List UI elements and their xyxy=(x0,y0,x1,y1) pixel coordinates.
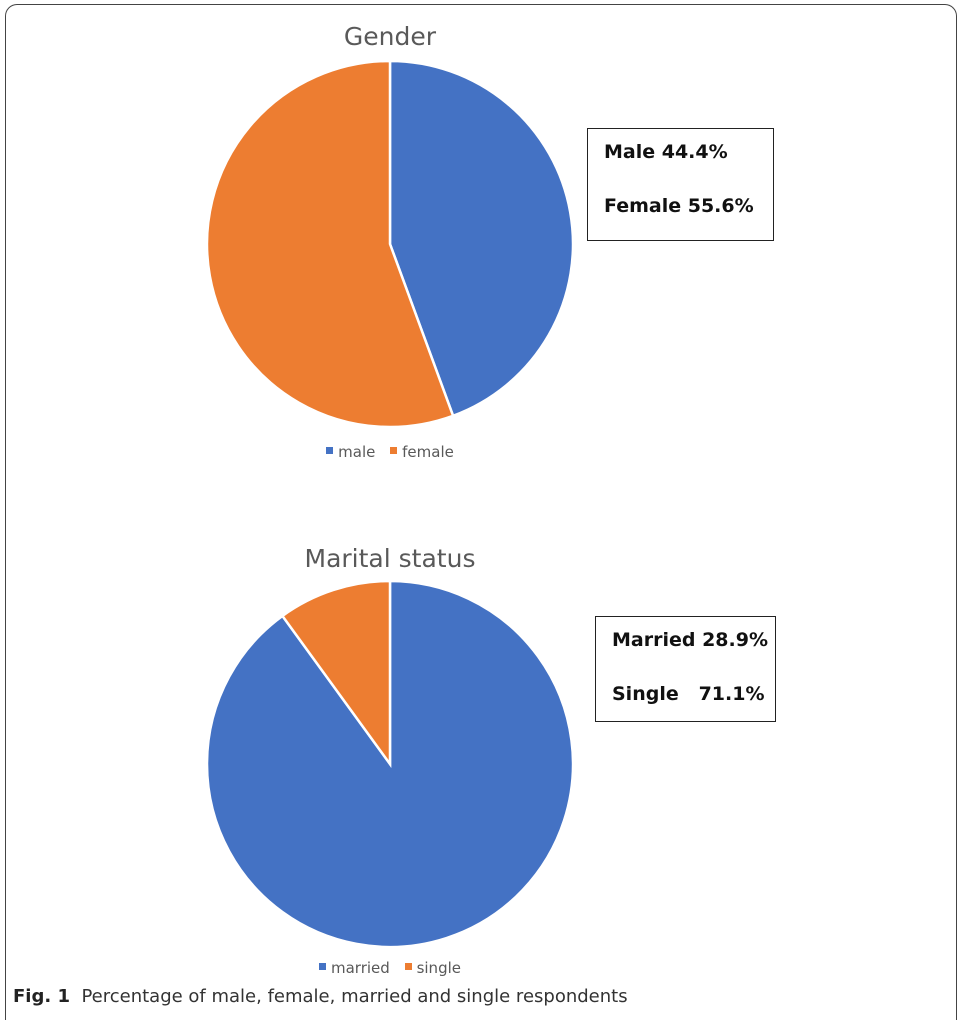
legend-swatch-single xyxy=(404,963,412,970)
pie-slice-female xyxy=(205,59,455,429)
gender-chart-title: Gender xyxy=(343,22,437,51)
gender-chart: Gender male female Male 44.4% Female 55.… xyxy=(0,0,958,480)
marital-pie xyxy=(205,579,575,949)
marital-annotation-box: Married 28.9% Single 71.1% xyxy=(595,616,776,722)
legend-item-single: single xyxy=(404,959,461,977)
figure-frame xyxy=(5,4,957,1020)
marital-legend: married single xyxy=(0,959,780,977)
gender-legend: male female xyxy=(0,443,780,461)
gender-annotation-box: Male 44.4% Female 55.6% xyxy=(587,128,774,241)
marital-chart: Marital status married single Married 28… xyxy=(0,530,958,980)
legend-swatch-female xyxy=(390,447,398,454)
pie-slice-male xyxy=(388,59,575,418)
legend-label-male: male xyxy=(338,443,376,461)
pie-slice-single xyxy=(280,579,392,768)
gender-pie xyxy=(205,59,575,429)
caption-label: Fig. 1 xyxy=(13,986,70,1007)
legend-label-single: single xyxy=(416,959,461,977)
legend-label-married: married xyxy=(331,959,390,977)
legend-swatch-male xyxy=(326,447,334,454)
caption-text: Percentage of male, female, married and … xyxy=(81,986,628,1007)
marital-annotation-married: Married 28.9% xyxy=(612,629,768,651)
legend-item-female: female xyxy=(390,443,454,461)
legend-label-female: female xyxy=(402,443,454,461)
gender-annotation-female: Female 55.6% xyxy=(604,195,754,217)
legend-item-married: married xyxy=(319,959,390,977)
gender-annotation-male: Male 44.4% xyxy=(604,141,728,163)
legend-swatch-married xyxy=(319,963,326,970)
figure-caption: Fig. 1 Percentage of male, female, marri… xyxy=(13,986,628,1007)
legend-item-male: male xyxy=(326,443,375,461)
marital-annotation-single: Single 71.1% xyxy=(612,683,765,705)
marital-chart-title: Marital status xyxy=(304,544,476,573)
